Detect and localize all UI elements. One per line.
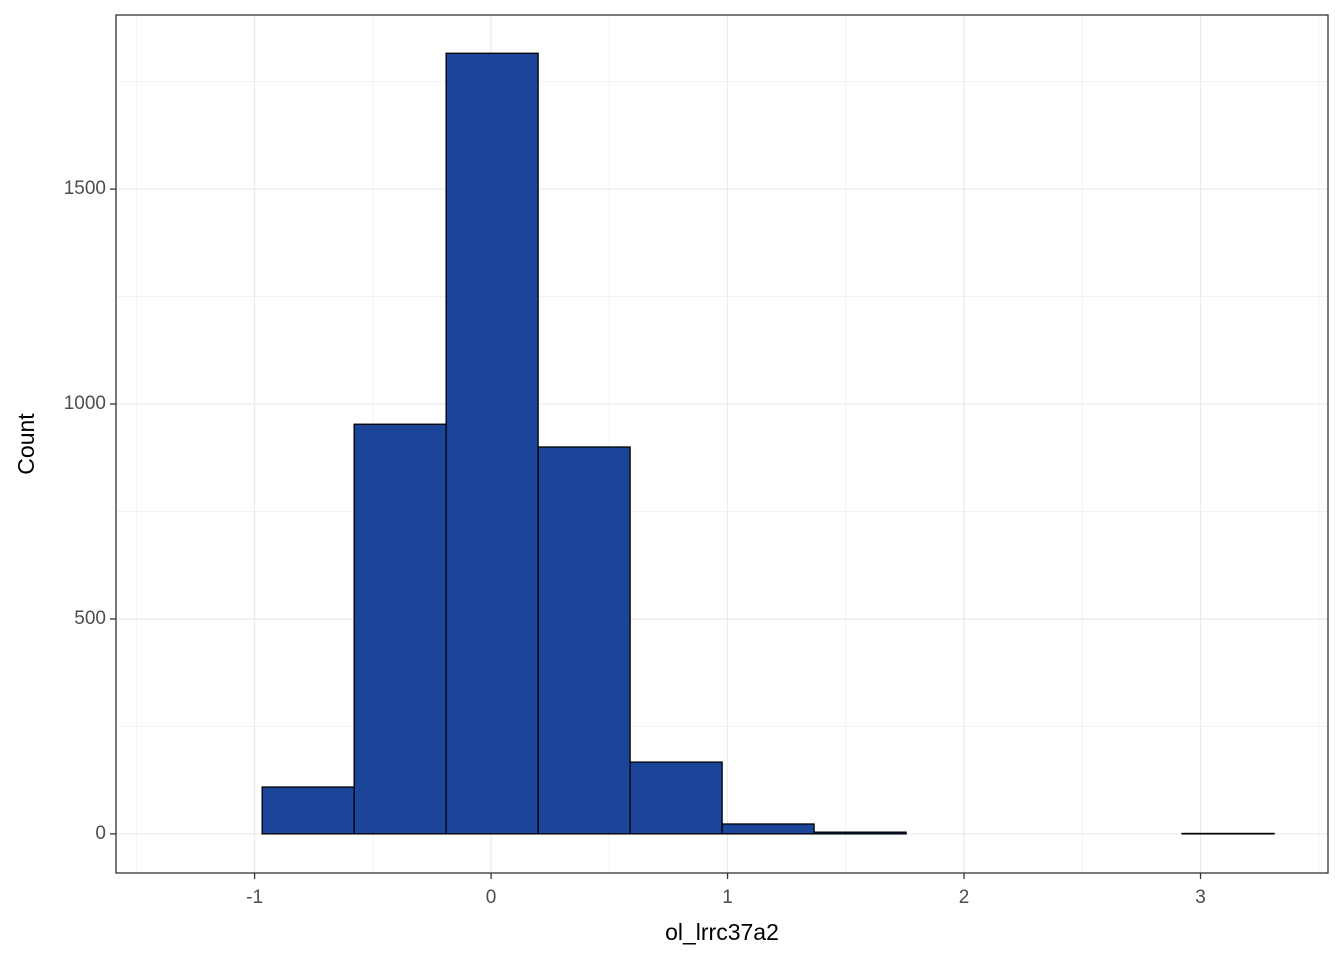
y-tick-label: 1500 bbox=[64, 178, 106, 199]
y-tick-label: 500 bbox=[74, 608, 106, 629]
bars bbox=[261, 52, 1275, 835]
bar bbox=[629, 761, 723, 835]
bar bbox=[537, 446, 631, 835]
x-tick-label: 3 bbox=[1195, 887, 1206, 908]
x-tick-label: 0 bbox=[486, 887, 497, 908]
x-axis-title: ol_lrrc37a2 bbox=[665, 919, 779, 945]
y-tick-label: 0 bbox=[95, 823, 106, 844]
x-tick-label: 2 bbox=[959, 887, 970, 908]
bar bbox=[353, 423, 447, 835]
bar bbox=[261, 786, 355, 835]
x-tick-label: -1 bbox=[246, 887, 263, 908]
axes: 0 500 1000 1500 -1 0 1 2 3 bbox=[64, 178, 1206, 908]
bar bbox=[445, 52, 539, 835]
panel-border bbox=[115, 14, 1329, 874]
bar bbox=[721, 823, 815, 835]
y-tick-label: 1000 bbox=[64, 393, 106, 414]
x-tick-label: 1 bbox=[722, 887, 733, 908]
y-axis-title: Count bbox=[13, 413, 39, 475]
bar bbox=[813, 831, 907, 835]
